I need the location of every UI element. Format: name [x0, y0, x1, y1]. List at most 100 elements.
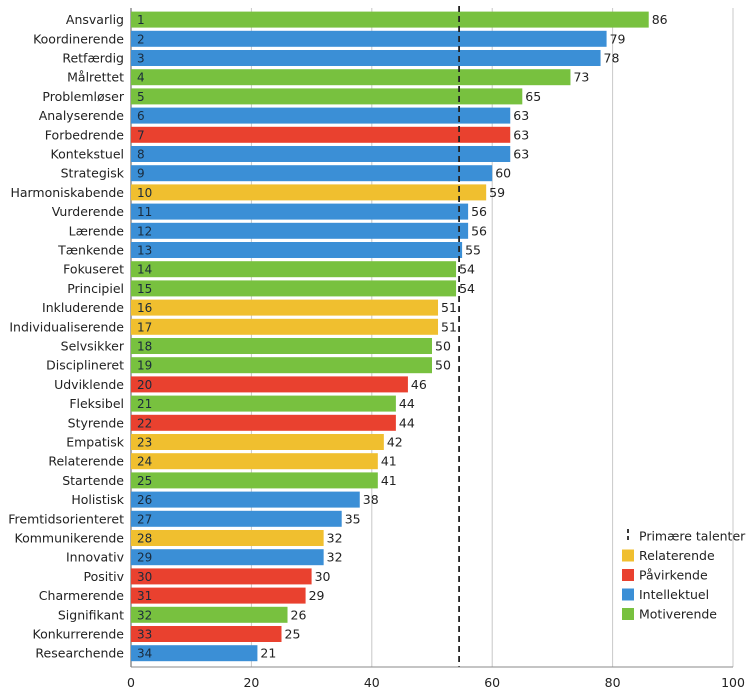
value-label: 41 — [381, 473, 397, 488]
category-label: Vurderende — [52, 204, 125, 219]
rank-label: 15 — [137, 282, 152, 296]
category-label: Principiel — [67, 281, 124, 296]
rank-label: 33 — [137, 628, 152, 642]
bar-fokuseret — [131, 261, 457, 278]
rank-label: 18 — [137, 340, 152, 354]
bar-positiv — [131, 568, 312, 585]
category-label: Empatisk — [66, 435, 125, 450]
legend-swatch — [622, 569, 634, 581]
value-label: 38 — [363, 492, 379, 507]
x-tick-label: 40 — [364, 675, 380, 690]
rank-label: 3 — [137, 52, 145, 66]
value-label: 51 — [441, 300, 457, 315]
category-label: Kommunikerende — [15, 531, 125, 546]
value-label: 41 — [381, 454, 397, 469]
bar-empatisk — [131, 434, 384, 450]
category-label: Lærende — [69, 223, 125, 238]
value-label: 29 — [309, 588, 325, 603]
category-label: Selvsikker — [61, 339, 125, 354]
x-tick-label: 20 — [243, 675, 259, 690]
rank-label: 34 — [137, 647, 152, 661]
rank-label: 25 — [137, 474, 152, 488]
rank-label: 32 — [137, 608, 152, 622]
category-label: Problemløser — [42, 89, 124, 104]
category-label: Konkurrerende — [33, 627, 125, 642]
legend: Primære talenter Relaterende Påvirkende Int… — [622, 529, 746, 622]
rank-label: 29 — [137, 551, 152, 565]
rank-label: 22 — [137, 416, 152, 430]
bar-strategisk — [131, 165, 493, 182]
rank-label: 9 — [137, 167, 145, 181]
category-label: Positiv — [84, 569, 125, 584]
bar-ansvarlig — [131, 11, 649, 28]
rank-label: 19 — [137, 359, 152, 373]
legend-label: Primære talenter — [639, 529, 746, 544]
x-tick-label: 100 — [721, 675, 745, 690]
x-axis: 0 20 40 60 80 100 — [127, 666, 745, 690]
category-label: Fremtidsorienteret — [8, 511, 124, 526]
value-label: 26 — [291, 607, 307, 622]
category-label: Koordinerende — [33, 31, 124, 46]
category-label: Harmoniskabende — [10, 185, 124, 200]
bar-problemløser — [131, 88, 523, 105]
category-label: Innovativ — [66, 550, 125, 565]
bar-innovativ — [131, 549, 324, 566]
value-label: 42 — [387, 435, 403, 450]
legend-swatch — [622, 608, 634, 620]
value-label: 63 — [513, 147, 529, 162]
bar-signifikant — [131, 606, 288, 623]
bar-styrende — [131, 414, 396, 431]
value-label: 50 — [435, 339, 451, 354]
category-label: Forbedrende — [45, 127, 125, 142]
category-label: Udviklende — [54, 377, 124, 392]
bar-inkluderende — [131, 299, 439, 316]
value-label: 50 — [435, 358, 451, 373]
category-label: Ansvarlig — [66, 12, 124, 27]
bar-vurderende — [131, 203, 469, 220]
bar-målrettet — [131, 69, 571, 86]
rank-label: 1 — [137, 13, 145, 27]
legend-label: Relaterende — [639, 548, 715, 563]
value-label: 59 — [489, 185, 505, 200]
bar-selvsikker — [131, 338, 432, 354]
rank-label: 26 — [137, 493, 152, 507]
bar-researchende — [131, 645, 258, 662]
rank-label: 30 — [137, 570, 152, 584]
rank-label: 13 — [137, 244, 152, 258]
category-label: Charmerende — [39, 588, 125, 603]
rank-label: 20 — [137, 378, 152, 392]
rank-label: 2 — [137, 32, 145, 46]
bar-startende — [131, 472, 378, 489]
bar-udviklende — [131, 376, 408, 393]
category-label: Disciplineret — [46, 358, 124, 373]
x-tick-label: 0 — [127, 675, 135, 690]
rank-label: 12 — [137, 224, 152, 238]
bar-analyserende — [131, 107, 511, 124]
rank-label: 8 — [137, 148, 145, 162]
value-label: 25 — [285, 627, 301, 642]
rank-label: 4 — [137, 71, 145, 85]
value-label: 21 — [260, 646, 276, 661]
bar-tænkende — [131, 242, 463, 258]
category-label: Researchende — [35, 646, 124, 661]
rank-label: 5 — [137, 90, 145, 104]
rank-label: 23 — [137, 436, 152, 450]
category-label: Individualiserende — [9, 319, 124, 334]
bar-fleksibel — [131, 395, 396, 412]
value-label: 54 — [459, 262, 475, 277]
value-label: 78 — [604, 51, 620, 66]
value-label: 60 — [495, 166, 511, 181]
rank-label: 6 — [137, 109, 145, 123]
value-label: 54 — [459, 281, 475, 296]
category-label: Tænkende — [57, 243, 124, 258]
value-label: 56 — [471, 223, 487, 238]
bar-retfærdig — [131, 50, 601, 66]
rank-label: 24 — [137, 455, 152, 469]
legend-label: Intellektuel — [639, 587, 709, 602]
bar-lærende — [131, 222, 469, 239]
bar-relaterende — [131, 453, 378, 470]
legend-swatch — [622, 588, 634, 601]
rank-label: 14 — [137, 263, 152, 277]
